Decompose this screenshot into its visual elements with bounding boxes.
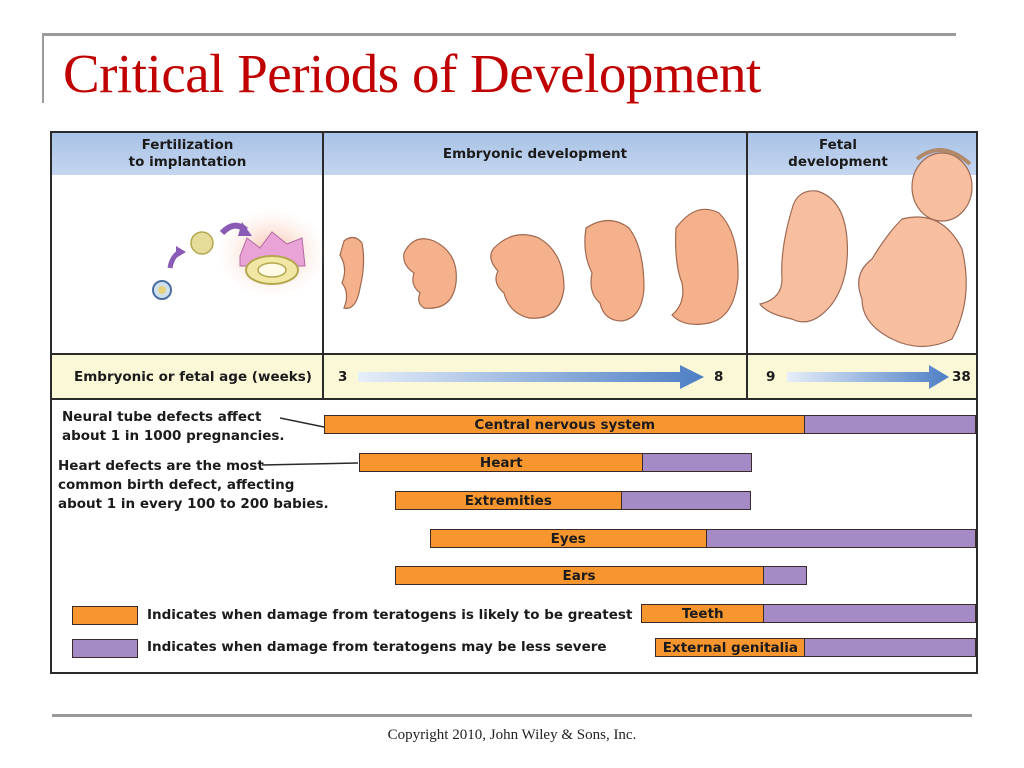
copyright-text: Copyright 2010, John Wiley & Sons, Inc. [387, 727, 637, 743]
stage-header-line: to implantation [128, 154, 247, 170]
bar-segment-less-severe [804, 416, 975, 433]
stage-header-fetal: Fetal development [748, 133, 928, 175]
bar-segment-greatest [656, 639, 805, 656]
bar-label: Central nervous system [474, 416, 656, 433]
slide-title: Critical Periods of Development [63, 43, 761, 104]
legend-swatch-less-severe [72, 639, 138, 658]
left-rule [42, 33, 44, 103]
bar-segment-greatest [360, 454, 643, 471]
zygote-nucleus [158, 286, 166, 294]
bar-segment-greatest [642, 605, 764, 622]
stage-header-fertilization: Fertilization to implantation [52, 133, 323, 175]
fetal-age-arrow [787, 365, 949, 389]
bar-segment-greatest [395, 567, 763, 584]
fertilization-illustration [152, 208, 327, 300]
blastocyst-icon [190, 231, 214, 255]
bar-segment-greatest [325, 416, 805, 433]
fetus-head-icon [911, 152, 973, 222]
bar-segment-less-severe [705, 530, 975, 547]
annotation-line: Heart defects are the most [58, 458, 264, 474]
embryo-week4-icon [403, 238, 457, 309]
fetus-week9-icon [758, 190, 849, 323]
bar-label: Extremities [464, 492, 552, 509]
arrow-icon [238, 222, 252, 236]
stage-divider [746, 133, 748, 398]
bar-label: Heart [479, 454, 523, 471]
tick-label-8: 8 [714, 368, 724, 385]
embryo-week8-icon [671, 208, 739, 325]
stage-header-line: Embryonic development [442, 145, 628, 162]
critical-periods-figure: Fertilization to implantation Embryonic d… [50, 131, 978, 674]
annotation-line: Neural tube defects affect [62, 409, 262, 425]
heart-defects-annotation: Heart defects are the most common birth … [58, 457, 329, 514]
bar-segment-greatest [430, 530, 706, 547]
blastocyst-cavity [257, 262, 287, 278]
heart-leader-line [262, 462, 359, 466]
bar-segment-less-severe [621, 492, 750, 509]
embryo-week5-icon [490, 234, 565, 319]
bar-segment-less-severe [804, 639, 975, 656]
stage-divider [746, 355, 748, 398]
critical-period-bar: Extremities [394, 491, 751, 510]
legend-label-greatest: Indicates when damage from teratogens is… [147, 607, 633, 623]
embryonic-age-arrow [358, 365, 704, 389]
critical-period-bar: Teeth [641, 604, 976, 623]
fetus-illustrations [758, 148, 973, 348]
bar-segment-greatest [395, 492, 622, 509]
tick-label-9: 9 [766, 368, 776, 385]
stage-header-line: development [788, 154, 888, 170]
footer-rule [52, 714, 972, 717]
neural-tube-leader-line [280, 417, 325, 428]
stage-header-line: Fertilization [141, 137, 234, 153]
annotation-line: about 1 in 1000 pregnancies. [62, 428, 285, 444]
critical-period-bar: Ears [394, 566, 807, 585]
stage-header-embryonic: Embryonic development [324, 133, 746, 175]
bar-segment-less-severe [642, 454, 751, 471]
age-band-top-border [52, 353, 976, 355]
critical-period-bar: Central nervous system [324, 415, 976, 434]
neural-tube-annotation: Neural tube defects affect about 1 in 10… [62, 408, 285, 446]
legend-swatch-greatest [72, 606, 138, 625]
bar-label: External genitalia [662, 639, 799, 656]
critical-period-bar: Heart [359, 453, 752, 472]
embryo-illustrations [339, 208, 739, 325]
age-band-bottom-border [52, 398, 976, 400]
stage-divider [322, 355, 324, 398]
fetus-week38-icon [858, 216, 967, 348]
fetus-hair [915, 148, 972, 166]
bar-segment-less-severe [762, 567, 806, 584]
critical-period-bar: Eyes [429, 529, 976, 548]
age-axis-label: Embryonic or fetal age (weeks) [74, 368, 312, 385]
bar-segment-less-severe [763, 605, 975, 622]
tick-label-3: 3 [338, 368, 348, 385]
bar-label: Eyes [550, 530, 586, 547]
critical-period-bar: External genitalia [655, 638, 976, 657]
arrow-icon [176, 246, 186, 258]
annotation-line: about 1 in every 100 to 200 babies. [58, 496, 329, 512]
legend-label-less-severe: Indicates when damage from teratogens ma… [147, 639, 607, 655]
stage-header-band [52, 133, 976, 175]
embryo-week6-icon [584, 219, 645, 322]
bar-label: Teeth [681, 605, 724, 622]
stage-header-line: Fetal [818, 137, 857, 153]
embryo-week3-icon [339, 236, 365, 309]
annotation-line: common birth defect, affecting [58, 477, 295, 493]
top-rule [42, 33, 956, 36]
tick-label-38: 38 [952, 368, 971, 385]
bar-label: Ears [562, 567, 596, 584]
